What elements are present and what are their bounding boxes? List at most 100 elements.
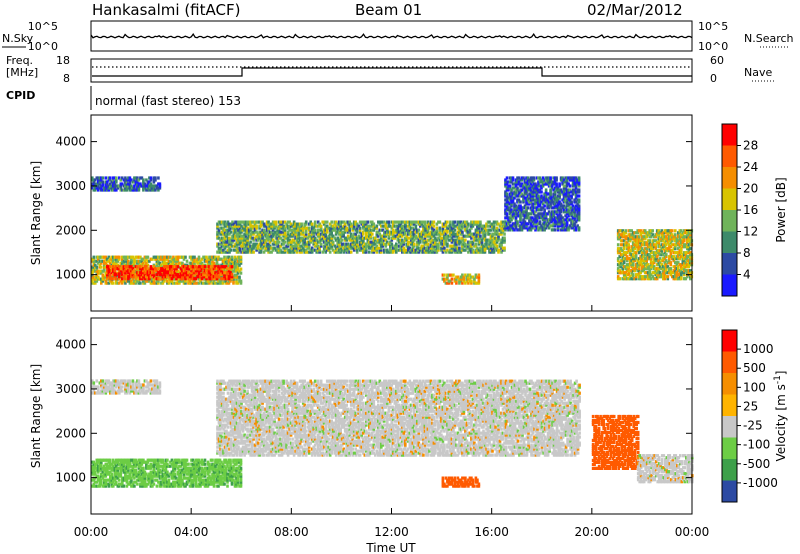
- power-cell: [495, 230, 499, 234]
- power-cell: [577, 178, 581, 182]
- power-cell: [552, 212, 555, 216]
- power-cell: [238, 232, 242, 236]
- power-cell: [458, 236, 461, 240]
- power-cell: [271, 238, 275, 242]
- power-cell: [462, 277, 466, 281]
- power-cell: [193, 257, 196, 261]
- power-cell: [220, 248, 224, 252]
- power-cell: [634, 255, 638, 259]
- power-cell: [115, 277, 118, 281]
- power-cell: [238, 246, 242, 250]
- power-cell: [237, 222, 240, 226]
- power-cell: [443, 248, 446, 252]
- power-cell: [662, 271, 665, 275]
- power-cell: [541, 180, 545, 184]
- power-cell: [258, 226, 261, 230]
- power-cell: [112, 265, 115, 269]
- power-cell: [510, 218, 513, 222]
- power-cell: [508, 208, 512, 212]
- power-cell: [461, 222, 464, 226]
- power-cell: [247, 228, 251, 232]
- power-cell: [112, 269, 115, 273]
- power-cell: [300, 250, 303, 254]
- power-cell: [146, 263, 150, 267]
- power-cell: [577, 210, 581, 214]
- power-cell: [486, 230, 490, 234]
- power-cell: [619, 271, 623, 275]
- power-cell: [107, 273, 111, 277]
- power-cell: [416, 230, 419, 234]
- power-cell: [190, 271, 193, 275]
- power-cell: [507, 216, 510, 220]
- power-cell: [365, 242, 368, 246]
- power-cell: [552, 200, 555, 204]
- power-cell: [511, 176, 515, 180]
- power-cell: [92, 178, 96, 182]
- power-cell: [526, 194, 530, 198]
- power-cell: [665, 265, 668, 269]
- power-cell: [561, 216, 564, 220]
- power-cell: [372, 236, 376, 240]
- power-cell: [175, 265, 178, 269]
- power-cell: [377, 246, 380, 250]
- power-cell: [505, 222, 509, 226]
- power-cell: [384, 224, 388, 228]
- power-cell: [196, 269, 199, 273]
- power-cell: [372, 238, 376, 242]
- power-cell: [519, 208, 522, 212]
- power-cell: [250, 244, 254, 248]
- power-cell: [265, 242, 269, 246]
- power-cell: [543, 220, 546, 224]
- power-cell: [392, 234, 395, 238]
- power-cell: [570, 214, 573, 218]
- power-cell: [419, 220, 422, 224]
- power-cell: [495, 220, 499, 224]
- power-cell: [645, 267, 648, 271]
- power-cell: [196, 267, 199, 271]
- power-cell: [229, 230, 233, 234]
- power-cell: [570, 206, 573, 210]
- power-cell: [259, 242, 263, 246]
- power-cell: [532, 184, 536, 188]
- power-cell: [625, 269, 629, 273]
- power-cell: [380, 248, 383, 252]
- power-cell: [462, 240, 466, 244]
- power-cell: [630, 271, 633, 275]
- power-cell: [477, 232, 481, 236]
- power-cell: [538, 190, 542, 194]
- power-cell: [420, 244, 424, 248]
- power-cell: [151, 267, 154, 271]
- power-cell: [660, 247, 663, 251]
- power-cell: [474, 222, 478, 226]
- power-cell: [558, 184, 561, 188]
- power-cell: [525, 208, 528, 212]
- power-cell: [146, 255, 150, 259]
- power-cell: [94, 269, 97, 273]
- power-cell: [365, 248, 368, 252]
- power-cell: [399, 230, 403, 234]
- power-cell: [134, 176, 138, 180]
- power-cell: [363, 226, 367, 230]
- power-cell: [643, 243, 647, 247]
- power-cell: [573, 218, 576, 222]
- power-cell: [408, 220, 412, 224]
- power-cell: [529, 198, 533, 202]
- power-cell: [652, 239, 656, 243]
- power-cell: [140, 176, 144, 180]
- power-cell: [188, 255, 192, 259]
- power-cell: [188, 261, 192, 265]
- power-cell: [355, 248, 359, 252]
- power-cell: [402, 248, 406, 252]
- power-cell: [336, 250, 339, 254]
- power-cell: [537, 182, 540, 186]
- power-cell: [425, 232, 428, 236]
- power-cell: [92, 265, 96, 269]
- power-cell: [115, 273, 118, 277]
- power-cell: [535, 220, 539, 224]
- power-cell: [450, 244, 454, 248]
- power-cell: [449, 222, 452, 226]
- power-cell: [646, 271, 650, 275]
- power-cell: [455, 275, 458, 279]
- power-cell: [342, 234, 345, 238]
- power-cell: [106, 281, 109, 285]
